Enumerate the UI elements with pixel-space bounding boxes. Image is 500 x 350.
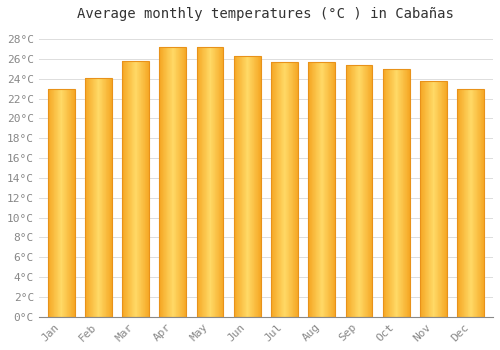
Bar: [308, 62, 335, 317]
Bar: [458, 89, 484, 317]
Bar: [85, 78, 112, 317]
Bar: [234, 56, 260, 317]
Bar: [122, 61, 149, 317]
Bar: [48, 89, 74, 317]
Bar: [383, 69, 409, 317]
Bar: [346, 65, 372, 317]
Bar: [196, 47, 224, 317]
Title: Average monthly temperatures (°C ) in Cabañas: Average monthly temperatures (°C ) in Ca…: [78, 7, 454, 21]
Bar: [420, 80, 447, 317]
Bar: [271, 62, 298, 317]
Bar: [160, 47, 186, 317]
